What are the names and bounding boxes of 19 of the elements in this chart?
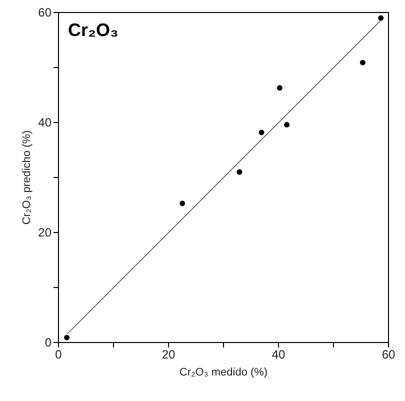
point <box>284 122 290 128</box>
point <box>378 15 384 21</box>
y-tick-label: 0 <box>44 336 52 350</box>
point <box>276 85 282 91</box>
x-tick-label: 40 <box>272 348 286 362</box>
y-tick-label: 40 <box>38 116 52 130</box>
point <box>360 60 366 66</box>
point <box>258 130 264 136</box>
point <box>236 169 242 175</box>
point <box>64 334 70 340</box>
y-tick-label: 60 <box>38 6 52 20</box>
x-axis-title: Cr₂O₃ medido (%) <box>179 366 268 378</box>
x-tick-label: 0 <box>55 348 62 362</box>
x-tick-label: 20 <box>162 348 176 362</box>
x-tick-label: 60 <box>382 348 396 362</box>
y-axis-title: Cr₂O₃ predicho (%) <box>21 130 34 225</box>
y-tick-label: 20 <box>38 226 52 240</box>
point <box>180 200 186 206</box>
chart-title: Cr₂O₃ <box>68 20 118 40</box>
